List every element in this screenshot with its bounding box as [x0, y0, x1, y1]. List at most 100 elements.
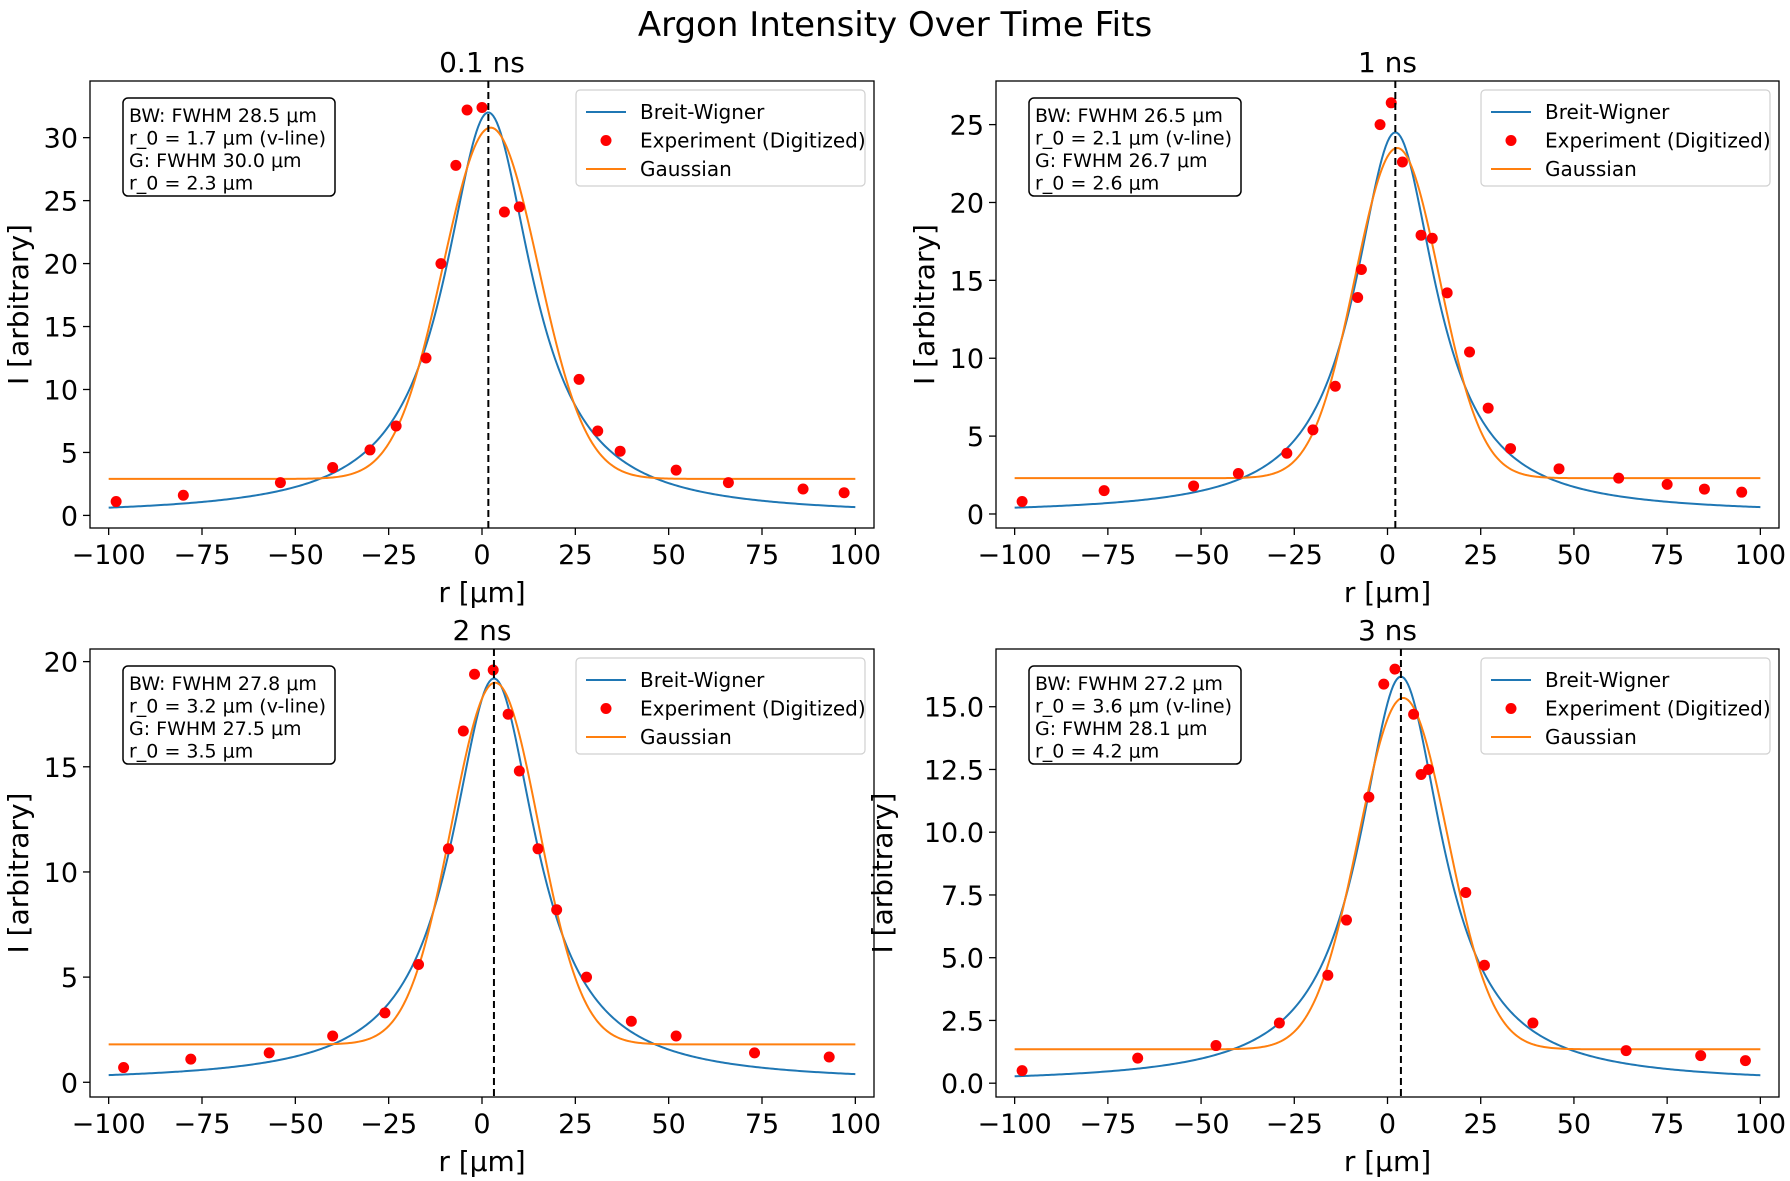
experiment-point	[614, 445, 626, 457]
annotation-line: BW: FWHM 27.2 μm	[1035, 673, 1223, 695]
annotation-box	[1028, 97, 1242, 197]
legend-box	[575, 657, 866, 755]
experiment-point	[379, 1007, 391, 1019]
experiment-point	[797, 483, 809, 495]
x-tick-label: 0	[1379, 1109, 1396, 1140]
experiment-point	[1273, 1017, 1285, 1029]
experiment-point	[1736, 486, 1748, 498]
x-tick-label: −25	[360, 1109, 417, 1140]
experiment-point	[1132, 1052, 1144, 1064]
experiment-point	[1385, 97, 1397, 109]
experiment-point	[670, 464, 682, 476]
experiment-point	[1098, 485, 1110, 497]
experiment-point	[1352, 291, 1364, 303]
experiment-point	[1307, 424, 1319, 436]
breit-wigner-curve	[1014, 131, 1761, 509]
y-tick-label: 7.5	[941, 881, 984, 912]
x-tick-label: 75	[1650, 1109, 1684, 1140]
annotation-line: r_0 = 3.6 μm (v-line)	[1035, 696, 1232, 718]
experiment-point	[823, 1051, 835, 1063]
annotation-line: BW: FWHM 27.8 μm	[129, 673, 317, 695]
y-tick-label: 15	[44, 753, 78, 784]
y-tick-label: 10	[44, 375, 78, 406]
x-axis-label: r [μm]	[438, 576, 525, 609]
experiment-point	[1441, 287, 1453, 299]
y-tick-label: 20	[950, 188, 984, 219]
legend-label: Experiment (Digitized)	[640, 129, 866, 153]
y-tick-label: 20	[44, 250, 78, 281]
experiment-point	[592, 425, 604, 437]
y-axis-label: I [arbitrary]	[2, 224, 35, 385]
y-axis-label: I [arbitrary]	[866, 793, 899, 954]
experiment-point	[1661, 478, 1673, 490]
annotation-box	[122, 665, 336, 765]
annotation-line: r_0 = 4.2 μm	[1035, 741, 1159, 763]
experiment-point	[476, 101, 488, 113]
y-tick-label: 10.0	[924, 818, 984, 849]
experiment-point	[457, 725, 469, 737]
experiment-point	[450, 159, 462, 171]
x-tick-label: −75	[1079, 540, 1136, 571]
experiment-point	[1408, 708, 1420, 720]
legend-label: Experiment (Digitized)	[1545, 129, 1771, 153]
x-axis-label: r [μm]	[1344, 1145, 1431, 1178]
x-tick-label: 75	[745, 540, 779, 571]
x-tick-label: 100	[1735, 1109, 1787, 1140]
chart-panel-2: 1 ns −100 −75 −50 −25 0 25 50 75 100 0 5 10 15 20 25 r […	[908, 46, 1786, 609]
experiment-point	[625, 1015, 637, 1027]
annotation-line: BW: FWHM 28.5 μm	[129, 105, 317, 127]
experiment-point	[749, 1047, 761, 1059]
y-axis-label: I [arbitrary]	[908, 224, 941, 385]
x-tick-label: 75	[745, 1109, 779, 1140]
x-tick-label: −25	[1266, 1109, 1323, 1140]
experiment-point	[670, 1030, 682, 1042]
experiment-point	[502, 708, 514, 720]
legend-label: Breit-Wigner	[640, 668, 765, 692]
y-tick-label: 0	[61, 1068, 78, 1099]
fit-annotation: BW: FWHM 27.2 μmr_0 = 3.6 μm (v-line)G: …	[1028, 665, 1242, 765]
annotation-line: r_0 = 3.5 μm	[129, 741, 253, 763]
experiment-point	[1698, 483, 1710, 495]
figure-title: Argon Intensity Over Time Fits	[638, 5, 1152, 45]
legend: Breit-Wigner Experiment (Digitized) Gaussi…	[1480, 89, 1771, 187]
experiment-point	[532, 843, 544, 855]
legend-label: Gaussian	[640, 725, 732, 749]
gaussian-curve	[1014, 146, 1761, 480]
experiment-point	[581, 971, 593, 983]
plot-area	[108, 649, 856, 1097]
annotation-line: r_0 = 2.1 μm (v-line)	[1035, 128, 1232, 150]
x-tick-label: −50	[267, 540, 324, 571]
gaussian-curve	[1014, 696, 1761, 1051]
y-tick-label: 0	[61, 501, 78, 532]
legend: Breit-Wigner Experiment (Digitized) Gaussi…	[575, 89, 866, 187]
y-tick-label: 12.5	[924, 755, 984, 786]
y-tick-label: 5	[61, 963, 78, 994]
experiment-point	[435, 258, 447, 270]
experiment-point	[1482, 402, 1494, 414]
experiment-point	[838, 487, 850, 499]
plot-area	[1014, 81, 1761, 528]
fit-annotation: BW: FWHM 27.8 μmr_0 = 3.2 μm (v-line)G: …	[122, 665, 336, 765]
experiment-point	[1329, 380, 1341, 392]
x-tick-label: 50	[1557, 540, 1591, 571]
annotation-line: BW: FWHM 26.5 μm	[1035, 105, 1223, 127]
x-tick-label: 100	[1735, 540, 1787, 571]
experiment-point	[274, 477, 286, 489]
legend-marker-experiment	[1505, 135, 1517, 146]
x-tick-label: 25	[558, 1109, 592, 1140]
experiment-point	[390, 420, 402, 432]
x-tick-label: 0	[473, 540, 490, 571]
legend-label: Gaussian	[1545, 725, 1637, 749]
experiment-point	[1363, 791, 1375, 803]
experiment-point	[461, 104, 473, 116]
breit-wigner-curve	[1014, 675, 1761, 1078]
legend: Breit-Wigner Experiment (Digitized) Gaussi…	[575, 657, 866, 755]
x-tick-label: 75	[1650, 540, 1684, 571]
experiment-point	[413, 958, 425, 970]
experiment-point	[1378, 678, 1390, 690]
x-tick-label: 50	[1557, 1109, 1591, 1140]
x-axis-label: r [μm]	[438, 1145, 525, 1178]
plot-area	[1014, 649, 1761, 1097]
y-tick-label: 0	[967, 500, 984, 531]
